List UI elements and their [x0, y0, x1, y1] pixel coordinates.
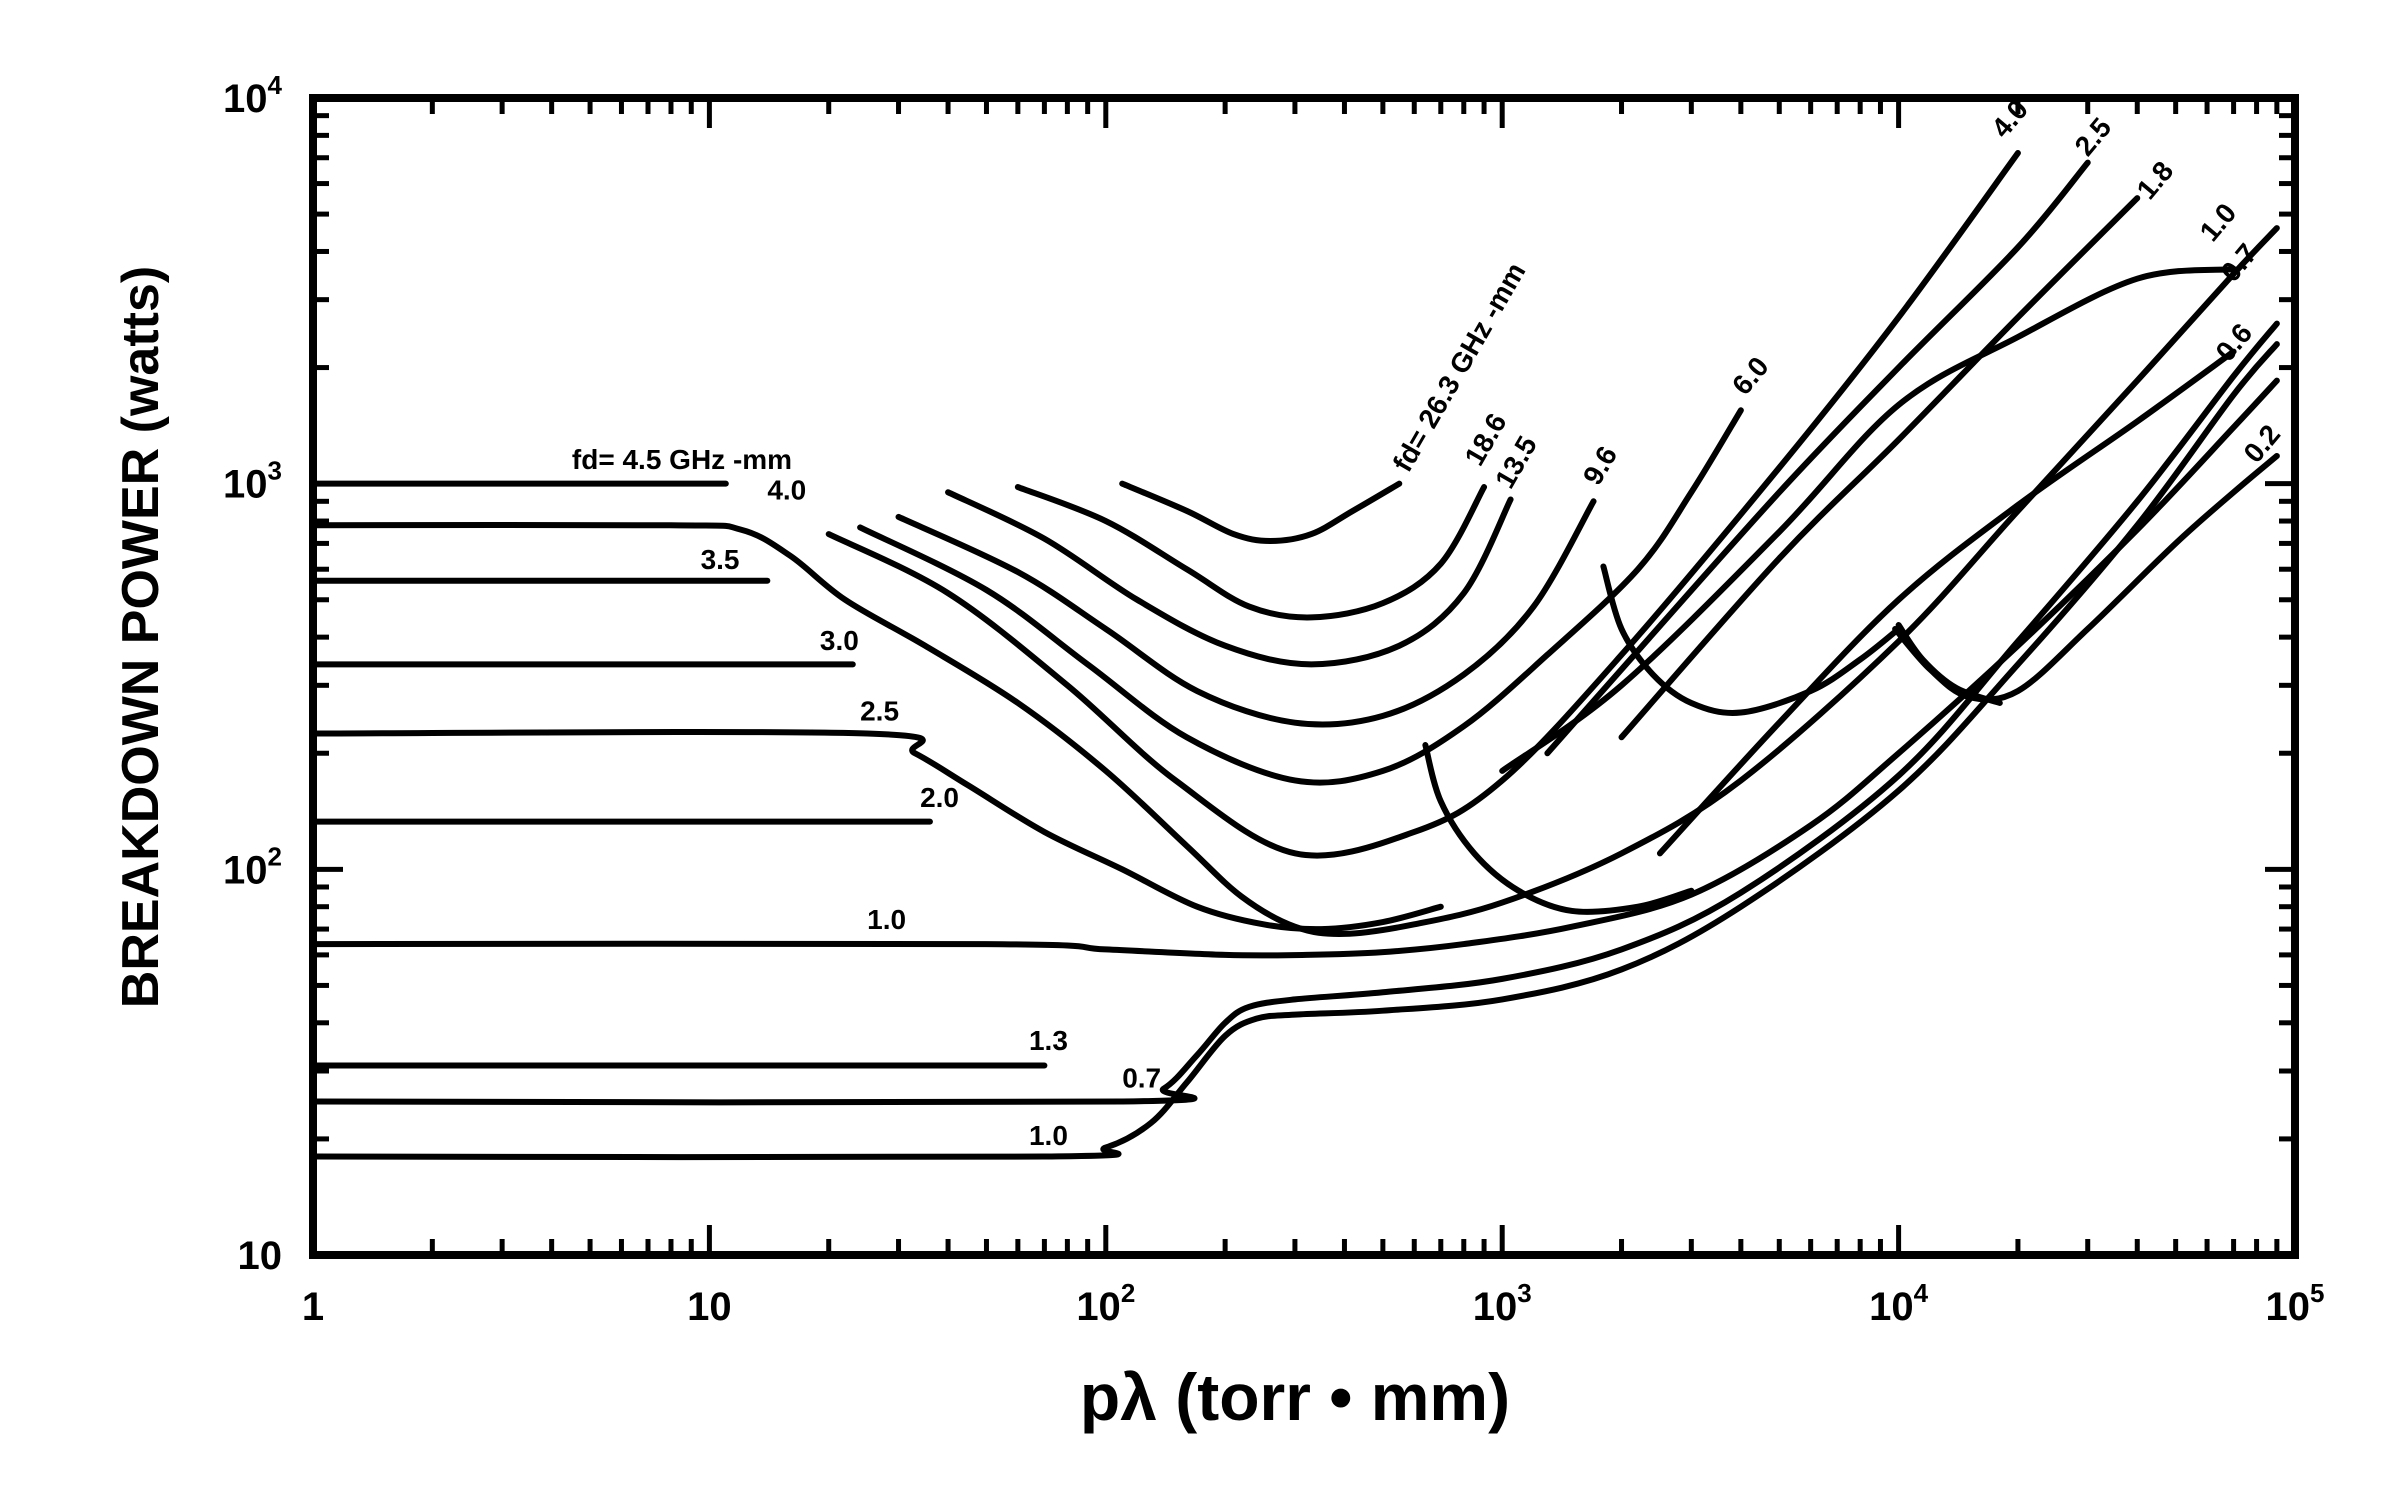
series-label: 1.0 — [2194, 197, 2243, 247]
series-line — [945, 489, 1514, 668]
series-line — [1119, 480, 1403, 545]
y-tick-label: 103 — [223, 456, 282, 507]
series-label: fd= 4.5 GHz -mm — [572, 444, 792, 475]
series-line — [310, 320, 2280, 1106]
series-label: 1.3 — [1029, 1025, 1068, 1056]
series-line — [857, 407, 1744, 786]
series-label: 2.0 — [920, 782, 959, 813]
transition-locus-line — [1422, 742, 1695, 915]
curve-labels: fd= 4.5 GHz -mm4.03.53.02.52.01.01.30.71… — [572, 94, 2286, 1151]
x-tick-label: 103 — [1473, 1278, 1532, 1329]
series-label: 0.7 — [2214, 238, 2263, 288]
series-line — [1656, 348, 2237, 857]
series-label: 0.7 — [1122, 1062, 1161, 1093]
series-label: 1.0 — [1029, 1120, 1068, 1151]
series-line — [1014, 484, 1488, 621]
y-tick-label: 102 — [223, 841, 282, 892]
series-label: 0.2 — [2237, 419, 2286, 469]
curves — [310, 150, 2280, 1161]
x-tick-label: 1 — [302, 1285, 324, 1329]
series-label: 2.5 — [2069, 112, 2118, 162]
series-line — [310, 377, 2280, 959]
series-line — [1499, 266, 2237, 774]
x-axis-title: pλ (torr • mm) — [1080, 1360, 1510, 1434]
series-line — [310, 729, 1444, 933]
series-label: 3.0 — [820, 625, 859, 656]
y-tick-label: 104 — [223, 70, 283, 121]
series-line — [825, 150, 2021, 859]
transition-locus-line — [1600, 563, 1902, 716]
x-tick-label: 10 — [687, 1285, 732, 1329]
series-label: 9.6 — [1577, 441, 1623, 490]
y-tick-label: 10 — [238, 1234, 283, 1278]
series-label: 3.5 — [701, 544, 740, 575]
x-tick-label: 105 — [2266, 1278, 2325, 1329]
transition-locus-line — [1895, 622, 2003, 706]
series-label: 6.0 — [1726, 351, 1775, 401]
series-line — [895, 498, 1597, 728]
series-line — [1618, 195, 2141, 741]
x-tick-label: 102 — [1076, 1278, 1135, 1329]
series-label: 1.0 — [867, 904, 906, 935]
plot-frame — [309, 94, 2299, 1259]
x-tick-label: 104 — [1869, 1278, 1929, 1329]
series-label: 4.0 — [767, 474, 806, 505]
series-label: 2.5 — [860, 696, 899, 727]
series-line — [1544, 159, 2091, 757]
y-axis-title: BREAKDOWN POWER (watts) — [112, 266, 170, 1008]
series-line — [310, 341, 2280, 1161]
series-label: 0.6 — [2209, 318, 2258, 368]
